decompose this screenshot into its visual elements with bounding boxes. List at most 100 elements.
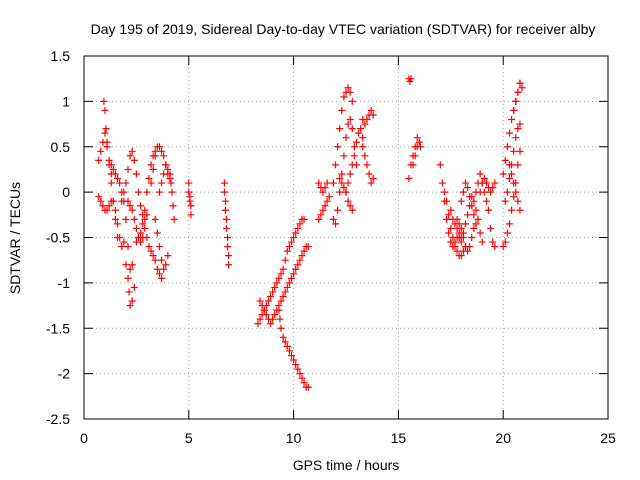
data-point xyxy=(124,243,132,251)
data-point xyxy=(220,179,228,187)
data-point xyxy=(147,179,155,187)
data-point xyxy=(472,206,480,214)
y-tick-label: -2 xyxy=(58,366,71,382)
data-point xyxy=(501,197,509,205)
series-arc-25 xyxy=(359,143,377,187)
data-point xyxy=(470,211,478,219)
data-point xyxy=(449,234,457,241)
data-point xyxy=(155,188,163,196)
data-point xyxy=(220,188,228,196)
data-point xyxy=(344,120,352,128)
data-point xyxy=(300,215,308,223)
data-point xyxy=(107,179,115,187)
data-point xyxy=(132,238,140,246)
chart-title: Day 195 of 2019, Sidereal Day-to-day VTE… xyxy=(91,21,596,37)
data-point xyxy=(459,234,467,241)
data-point xyxy=(415,138,423,146)
data-point xyxy=(141,206,149,214)
data-point xyxy=(508,170,516,178)
data-point xyxy=(97,197,105,205)
series-arc-39 xyxy=(505,161,524,214)
data-point xyxy=(141,215,149,223)
data-point xyxy=(269,288,277,296)
data-point xyxy=(340,184,348,192)
data-point xyxy=(334,143,342,151)
data-point xyxy=(114,220,122,228)
data-point xyxy=(476,229,484,237)
data-point xyxy=(122,215,130,223)
data-point xyxy=(321,184,329,192)
series-arc-11 xyxy=(155,161,174,196)
data-point xyxy=(292,361,300,369)
data-point xyxy=(505,161,513,169)
x-tick-label: 20 xyxy=(495,430,511,446)
data-point xyxy=(340,152,348,160)
data-point xyxy=(512,188,520,196)
data-point xyxy=(153,229,161,237)
series-arc-32 xyxy=(457,179,480,228)
data-point xyxy=(342,188,350,196)
data-point xyxy=(95,193,103,201)
data-point xyxy=(281,256,289,264)
data-point xyxy=(365,170,373,178)
data-point xyxy=(100,97,108,105)
x-tick-label: 0 xyxy=(80,430,88,446)
y-tick-label: -0.5 xyxy=(46,230,70,246)
data-point xyxy=(185,188,193,196)
data-point xyxy=(281,288,289,296)
data-point xyxy=(338,106,346,114)
data-point xyxy=(105,202,113,210)
data-point xyxy=(489,184,497,192)
data-point xyxy=(109,165,117,173)
data-point xyxy=(109,197,117,205)
data-point xyxy=(323,197,331,205)
data-point xyxy=(329,215,337,223)
data-point xyxy=(107,161,115,169)
data-point xyxy=(468,202,476,210)
data-point xyxy=(99,202,107,210)
data-point xyxy=(461,220,469,228)
data-point xyxy=(476,170,484,178)
data-point xyxy=(512,97,520,105)
data-point xyxy=(348,206,356,214)
series-arc-12 xyxy=(166,170,178,223)
data-point xyxy=(155,270,163,278)
data-point xyxy=(338,170,346,178)
y-tick-label: 0 xyxy=(62,184,70,200)
data-point xyxy=(298,252,306,260)
data-point xyxy=(518,84,526,92)
series-arc-24 xyxy=(359,106,377,128)
data-point xyxy=(315,215,323,223)
data-point xyxy=(153,265,161,273)
data-point xyxy=(485,206,493,214)
data-point xyxy=(512,134,520,142)
data-point xyxy=(225,261,233,269)
grid-lines xyxy=(84,56,608,419)
data-point xyxy=(447,206,455,214)
series-arc-19 xyxy=(315,179,331,196)
data-point xyxy=(447,224,455,232)
data-point xyxy=(300,247,308,255)
data-point xyxy=(186,197,194,205)
data-point xyxy=(130,156,138,164)
data-point xyxy=(323,179,331,187)
data-point xyxy=(279,265,287,273)
data-point xyxy=(147,247,155,255)
data-point xyxy=(348,125,356,133)
data-point xyxy=(457,197,465,205)
data-point xyxy=(294,365,302,373)
data-point xyxy=(149,252,157,260)
data-point xyxy=(369,111,377,119)
data-point xyxy=(499,170,507,178)
data-point xyxy=(151,215,159,223)
series-arc-35 xyxy=(453,215,478,255)
series-arc-26 xyxy=(405,75,415,85)
data-point xyxy=(279,333,287,341)
series-arc-40 xyxy=(510,79,526,114)
data-point xyxy=(120,238,128,246)
data-point xyxy=(290,234,298,241)
data-point xyxy=(348,97,356,105)
data-point xyxy=(344,84,352,92)
data-point xyxy=(482,179,490,187)
data-point xyxy=(501,156,509,164)
